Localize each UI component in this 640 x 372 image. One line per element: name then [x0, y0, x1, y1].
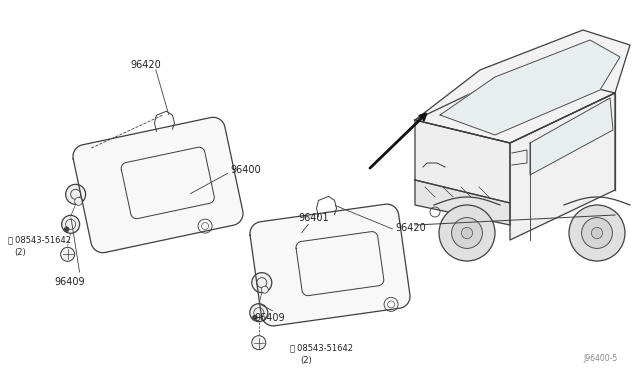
- Circle shape: [66, 185, 86, 204]
- Text: (2): (2): [300, 356, 312, 365]
- Circle shape: [461, 227, 472, 238]
- Circle shape: [252, 315, 257, 320]
- Circle shape: [569, 205, 625, 261]
- Text: J96400-5: J96400-5: [584, 354, 618, 363]
- Circle shape: [261, 286, 268, 293]
- Text: 96400: 96400: [230, 165, 260, 175]
- Text: 96409: 96409: [54, 277, 85, 287]
- Polygon shape: [440, 40, 620, 135]
- Polygon shape: [73, 117, 243, 253]
- Circle shape: [61, 215, 79, 233]
- Polygon shape: [415, 120, 510, 203]
- Circle shape: [252, 336, 266, 350]
- Circle shape: [64, 227, 69, 232]
- Text: 96401: 96401: [298, 213, 328, 223]
- Text: 96409: 96409: [255, 313, 285, 323]
- Polygon shape: [510, 93, 615, 240]
- Polygon shape: [530, 98, 613, 175]
- Polygon shape: [415, 70, 615, 143]
- Circle shape: [75, 197, 83, 205]
- Text: (2): (2): [14, 247, 26, 257]
- Circle shape: [582, 218, 612, 248]
- Circle shape: [250, 304, 268, 322]
- Circle shape: [252, 273, 272, 293]
- Circle shape: [61, 247, 75, 261]
- Text: 96420: 96420: [395, 223, 426, 233]
- Circle shape: [452, 218, 483, 248]
- Polygon shape: [415, 180, 510, 225]
- Circle shape: [591, 227, 603, 238]
- Polygon shape: [415, 30, 630, 143]
- Polygon shape: [250, 204, 410, 326]
- Text: 96420: 96420: [130, 60, 161, 70]
- Text: Ⓑ 08543-51642: Ⓑ 08543-51642: [8, 235, 71, 244]
- Text: Ⓑ 08543-51642: Ⓑ 08543-51642: [290, 343, 353, 353]
- Circle shape: [439, 205, 495, 261]
